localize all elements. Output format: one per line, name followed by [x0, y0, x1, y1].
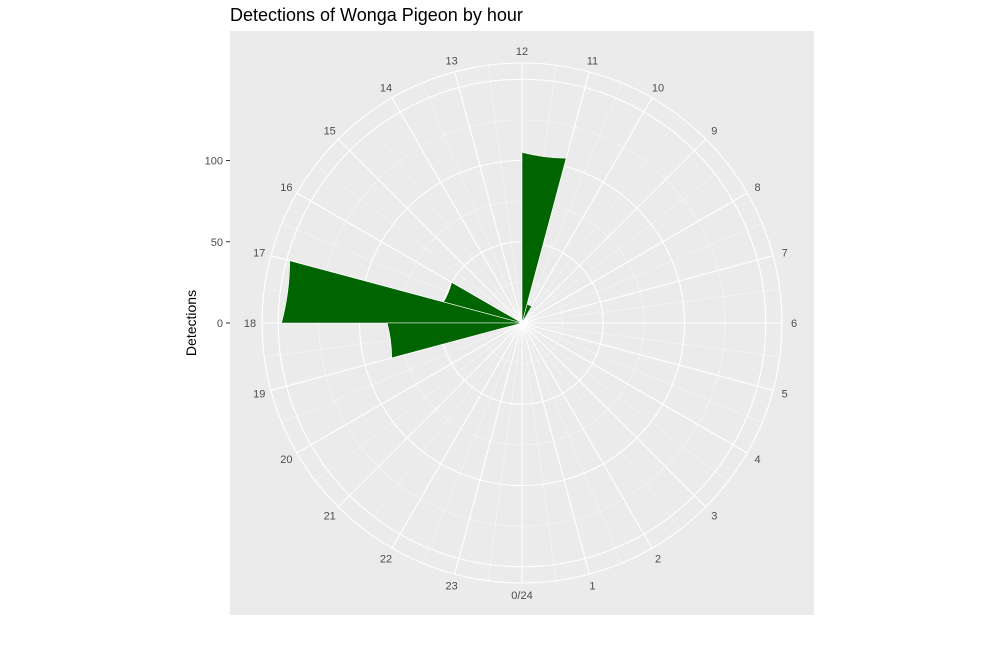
hour-label: 10 [652, 82, 664, 94]
grid-spoke [296, 322, 523, 454]
hour-label: 20 [280, 454, 292, 466]
hour-label: 19 [253, 388, 265, 400]
grid-spoke [521, 255, 774, 324]
hour-label: 22 [380, 554, 392, 566]
grid-spoke-minor [487, 322, 523, 581]
grid-spoke [391, 322, 523, 549]
hour-label: 17 [253, 248, 265, 260]
grid-spoke [521, 322, 774, 391]
y-tick-label: 50 [211, 237, 223, 249]
grid-spoke-minor [422, 82, 523, 324]
bars [281, 151, 567, 359]
grid-spoke [521, 192, 748, 324]
hour-label: 11 [587, 55, 598, 67]
hour-label: 4 [755, 454, 761, 466]
hour-label: 14 [380, 82, 392, 94]
hour-label: 1 [589, 581, 595, 593]
hour-label: 9 [711, 126, 717, 138]
hour-label: 21 [324, 510, 336, 522]
grid-spoke-minor [521, 322, 729, 482]
bar-hour-18 [386, 322, 523, 359]
hour-label: 7 [782, 248, 788, 260]
grid-spoke-minor [521, 322, 557, 581]
grid-spoke [521, 97, 653, 324]
grid-spoke [521, 322, 707, 508]
grid-spoke-minor [363, 322, 523, 530]
grid-spoke-minor [521, 164, 729, 324]
grid-spoke-minor [521, 322, 681, 530]
grid-spoke [521, 322, 748, 454]
grid-spoke [521, 138, 707, 324]
hour-label: 23 [445, 581, 457, 593]
bar-hour-17 [281, 260, 523, 324]
hour-label: 12 [516, 46, 528, 58]
hour-label: 6 [791, 318, 797, 330]
grid-spoke-minor [363, 116, 523, 324]
grid-spoke [337, 322, 523, 508]
grid-spoke-minor [521, 322, 763, 423]
grid-spoke [521, 322, 590, 575]
grid-spoke-minor [281, 322, 523, 423]
hour-label: 5 [782, 388, 788, 400]
y-axis: 0 50 100 [205, 156, 230, 330]
y-tick-label: 0 [217, 318, 223, 330]
y-tick-label: 100 [205, 156, 223, 168]
grid-spoke-minor [521, 82, 622, 324]
hour-label: 8 [755, 182, 761, 194]
grid-spoke [454, 71, 523, 324]
grid-spoke-minor [487, 65, 523, 324]
hour-labels: 0/24123456789101112131415161718192021222… [244, 46, 797, 602]
hour-label: 16 [280, 182, 292, 194]
grid-spoke [337, 138, 523, 324]
bar-hour-11 [521, 151, 567, 324]
hour-label: 13 [445, 55, 457, 67]
hour-label: 18 [244, 318, 256, 330]
grid-spoke [391, 97, 523, 324]
hour-label: 2 [655, 554, 661, 566]
grid-spoke [454, 322, 523, 575]
grid-spoke-minor [521, 322, 622, 564]
grid-spoke-minor [521, 322, 780, 358]
grid-spoke [521, 322, 653, 549]
grid-spoke-minor [422, 322, 523, 564]
chart-title: Detections of Wonga Pigeon by hour [230, 5, 523, 25]
y-axis-label: Detections [183, 290, 199, 356]
grid-spoke-minor [521, 288, 780, 324]
grid-spoke-minor [521, 223, 763, 324]
grid-spoke-minor [315, 322, 523, 482]
hour-label: 0/24 [511, 590, 532, 602]
hour-label: 15 [324, 126, 336, 138]
grid-spoke-minor [315, 164, 523, 324]
hour-label: 3 [711, 510, 717, 522]
grid-spoke-minor [521, 116, 681, 324]
